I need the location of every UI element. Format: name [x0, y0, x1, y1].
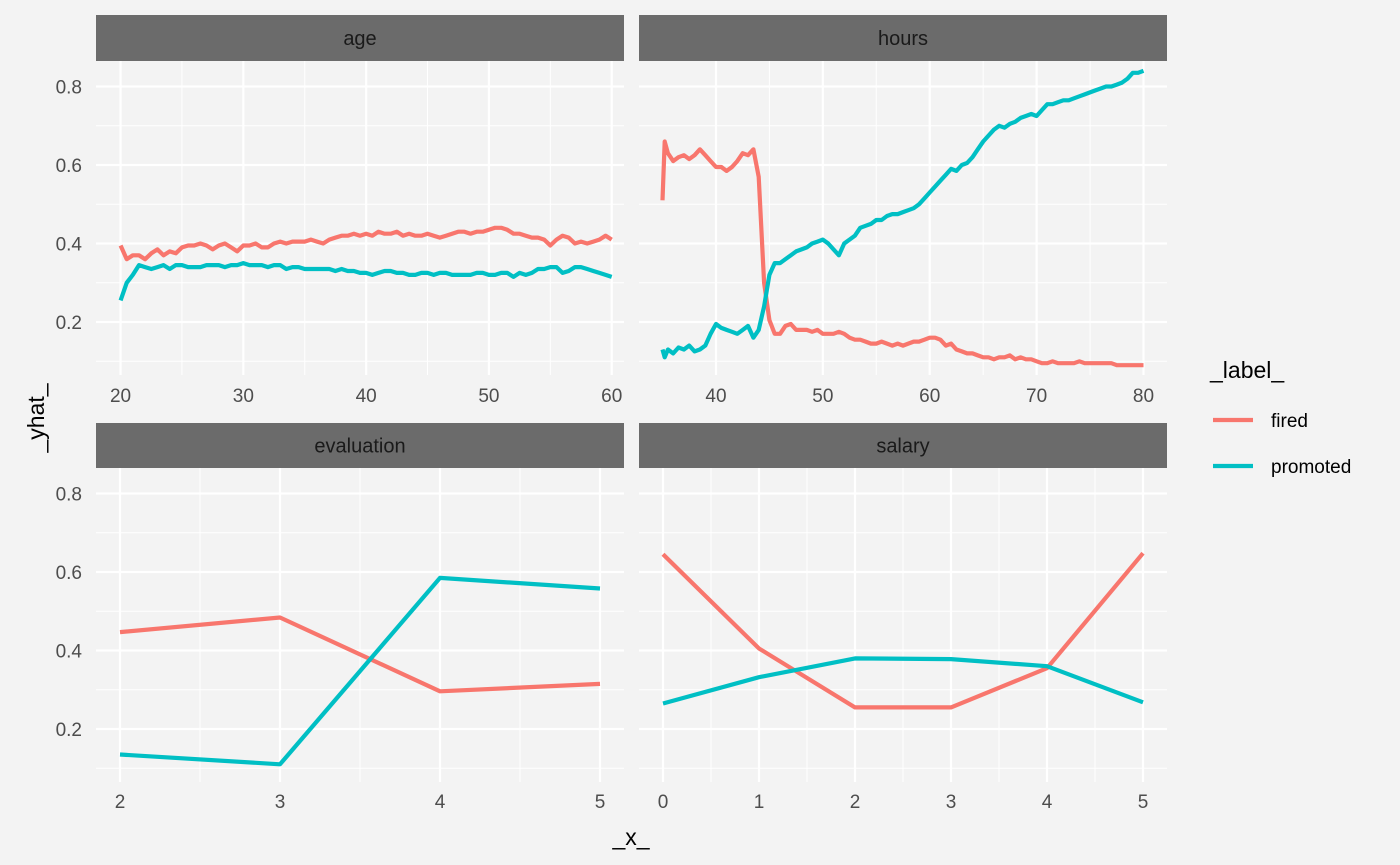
facet-title: evaluation	[314, 436, 405, 458]
series-line-fired	[661, 551, 1145, 710]
facet-title: age	[343, 28, 376, 50]
panel-evaluation: evaluation 2 3 4 5 0.2 0.4 0.6 0.8	[56, 423, 624, 813]
x-tick-label: 60	[919, 386, 940, 407]
series-line-promoted	[119, 575, 601, 767]
x-tick-label: 40	[356, 386, 377, 407]
x-tick-label: 4	[1042, 792, 1053, 813]
series-line-fired	[660, 139, 1144, 368]
x-tick-label: 20	[110, 386, 131, 407]
legend-label-fired: fired	[1271, 411, 1308, 432]
x-axis-title: _x_	[611, 824, 650, 850]
y-tick-label: 0.6	[56, 563, 82, 584]
facet-strip	[96, 423, 624, 468]
y-tick-label: 0.4	[56, 235, 83, 256]
facet-title: salary	[876, 436, 929, 458]
legend: _label_ fired promoted	[1209, 357, 1351, 478]
series-line-fired	[119, 615, 601, 694]
panel-age: age 20 30 40 50 60 0.2 0.4 0.6 0.8	[56, 15, 624, 407]
y-tick-label: 0.6	[56, 156, 82, 177]
panel-salary: salary 0 1 2 3 4 5	[639, 423, 1167, 813]
x-tick-label: 60	[601, 386, 622, 407]
y-tick-label: 0.8	[56, 485, 82, 506]
x-tick-label: 0	[658, 792, 669, 813]
legend-label-promoted: promoted	[1271, 457, 1351, 478]
series-line-promoted	[118, 261, 613, 302]
y-tick-label: 0.8	[56, 78, 82, 99]
legend-title: _label_	[1209, 357, 1285, 383]
series-line-promoted	[662, 656, 1144, 706]
x-tick-label: 70	[1026, 386, 1047, 407]
x-tick-label: 40	[705, 386, 726, 407]
panel-hours: hours 40 50 60 70 80	[639, 15, 1167, 407]
x-tick-label: 5	[1138, 792, 1149, 813]
x-tick-label: 2	[850, 792, 861, 813]
x-tick-label: 3	[275, 792, 286, 813]
y-tick-label: 0.2	[56, 720, 82, 741]
facet-strip	[639, 423, 1167, 468]
x-tick-label: 2	[115, 792, 126, 813]
y-tick-label: 0.2	[56, 313, 82, 334]
x-tick-label: 50	[812, 386, 833, 407]
panel-background	[96, 61, 624, 375]
facet-strip	[639, 15, 1167, 61]
x-tick-label: 50	[478, 386, 499, 407]
facet-title: hours	[878, 28, 928, 50]
x-tick-label: 4	[435, 792, 446, 813]
x-tick-label: 3	[946, 792, 957, 813]
series-line-promoted	[660, 68, 1145, 360]
y-tick-label: 0.4	[56, 642, 83, 663]
x-tick-label: 30	[233, 386, 254, 407]
series-line-fired	[118, 225, 613, 262]
x-tick-label: 5	[595, 792, 606, 813]
x-tick-label: 80	[1133, 386, 1154, 407]
facet-strip	[96, 15, 624, 61]
x-tick-label: 1	[754, 792, 765, 813]
y-axis-title: _yhat_	[23, 382, 49, 453]
